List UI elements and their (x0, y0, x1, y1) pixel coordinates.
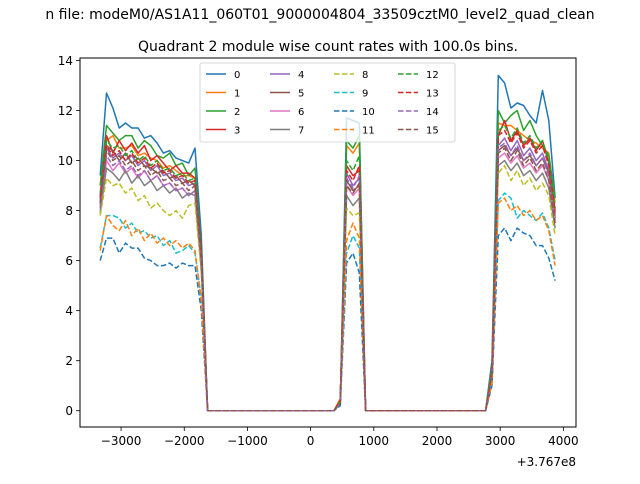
y-tick-label: 14 (58, 54, 73, 68)
y-axis: 0 2 4 6 8 10 12 14 (58, 54, 80, 418)
figure-suptitle: n file: modeM0/AS1A11_060T01_9000004804_… (45, 7, 594, 23)
legend-label-6: 6 (298, 107, 304, 118)
chart-title: Quadrant 2 module wise count rates with … (138, 39, 518, 55)
legend-label-5: 5 (298, 89, 304, 100)
series-line-15 (99, 147, 556, 412)
legend-label-14: 14 (426, 107, 439, 118)
x-tick-label: 3000 (485, 434, 516, 448)
legend-label-8: 8 (362, 70, 368, 81)
y-tick-label: 6 (65, 254, 73, 268)
x-tick-label: 1000 (359, 434, 390, 448)
legend-frame (199, 62, 456, 143)
x-tick-label: 4000 (548, 434, 579, 448)
x-axis: −3000 −2000 −1000 0 1000 2000 3000 4000 (101, 427, 579, 448)
series-line-8 (99, 164, 556, 412)
legend-label-11: 11 (362, 126, 375, 137)
legend-label-1: 1 (234, 89, 240, 100)
x-tick-label: −2000 (164, 434, 205, 448)
x-tick-label: 0 (307, 434, 315, 448)
plot-frame (79, 57, 577, 428)
y-tick-label: 4 (65, 304, 73, 318)
y-tick-label: 10 (58, 154, 73, 168)
legend-label-15: 15 (426, 126, 439, 137)
x-tick-label: −1000 (227, 434, 268, 448)
legend-label-4: 4 (298, 70, 304, 81)
legend-label-3: 3 (234, 126, 240, 137)
y-tick-label: 8 (65, 204, 73, 218)
legend-label-12: 12 (426, 70, 439, 81)
legend-label-9: 9 (362, 89, 368, 100)
x-tick-label: 2000 (422, 434, 453, 448)
y-tick-label: 2 (65, 354, 73, 368)
y-tick-label: 0 (65, 404, 73, 418)
y-tick-label: 12 (58, 104, 73, 118)
series-layer (99, 74, 556, 412)
plot-area: −3000 −2000 −1000 0 1000 2000 3000 4000 0246810… (58, 54, 579, 469)
legend-label-0: 0 (234, 70, 240, 81)
legend-label-10: 10 (362, 107, 375, 118)
legend-label-13: 13 (426, 89, 439, 100)
legend-label-7: 7 (298, 126, 304, 137)
legend-label-2: 2 (234, 107, 240, 118)
x-tick-label: −3000 (101, 434, 142, 448)
x-axis-offset-label: +3.767e8 (517, 455, 576, 469)
